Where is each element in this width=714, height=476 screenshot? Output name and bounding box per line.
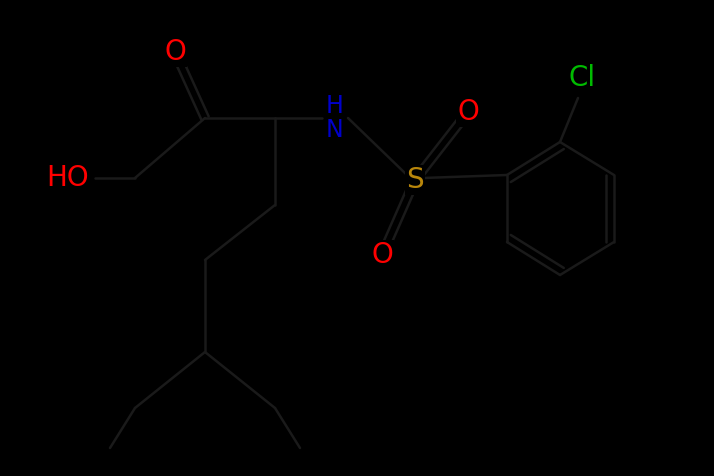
Text: N: N (326, 118, 344, 142)
Text: Cl: Cl (568, 64, 595, 92)
Text: HO: HO (46, 164, 89, 192)
Text: S: S (406, 166, 424, 194)
Text: O: O (371, 241, 393, 269)
Text: H: H (326, 94, 344, 118)
Text: O: O (457, 98, 479, 126)
Text: O: O (164, 38, 186, 66)
